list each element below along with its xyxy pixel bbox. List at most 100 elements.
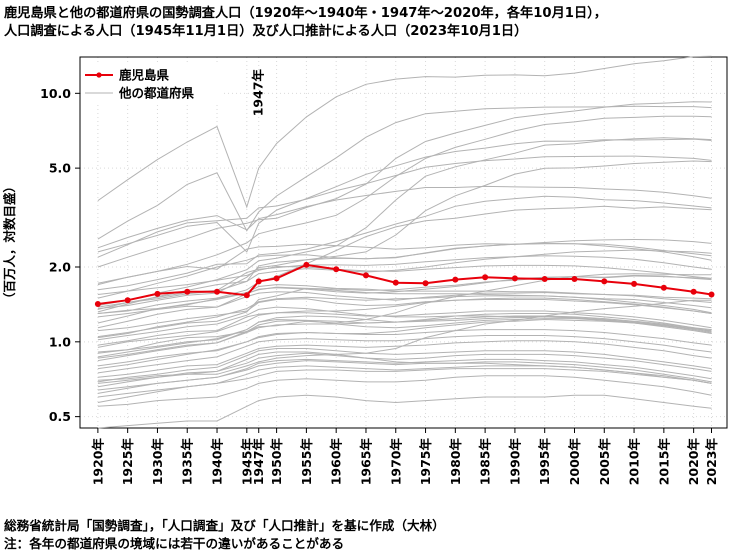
other-prefecture-line — [97, 299, 712, 381]
kagoshima-point — [255, 278, 262, 285]
plot-area-frame — [79, 56, 728, 429]
kagoshima-point — [333, 266, 340, 273]
x-tick-label: 1920年 — [90, 438, 105, 486]
other-prefecture-line — [97, 274, 712, 338]
legend-others-label: 他の都道府県 — [118, 86, 195, 101]
x-tick-label: 1925年 — [120, 438, 135, 486]
other-prefecture-line — [97, 242, 712, 284]
x-tick-label: 1995年 — [537, 438, 552, 486]
other-prefecture-line — [97, 335, 712, 374]
x-tick-label: 1980年 — [448, 438, 463, 486]
kagoshima-point — [273, 275, 280, 282]
kagoshima-point — [452, 276, 459, 283]
other-prefecture-line — [97, 295, 712, 339]
other-prefecture-line — [97, 101, 712, 268]
x-tick-label: 2020年 — [686, 438, 701, 486]
y-tick-label: 1.0 — [49, 334, 71, 349]
other-prefecture-line — [97, 185, 712, 249]
other-prefecture-line — [97, 318, 712, 370]
other-prefecture-line — [97, 315, 712, 358]
axes: 0.5 1.0 2.0 5.0 10.0 1920年 1925年 1930年 1935年 1940… — [40, 86, 719, 485]
x-tick-label: 1935年 — [180, 438, 195, 486]
chart-title-line-1: 鹿児島県と他の都道府県の国勢調査人口（1920年～1940年・1947年～202… — [4, 6, 607, 21]
other-prefecture-line — [97, 360, 712, 391]
kagoshima-point — [690, 288, 697, 295]
x-tick-label: 2005年 — [597, 438, 612, 486]
other-prefecture-line — [97, 205, 712, 314]
other-prefecture-line — [97, 286, 712, 314]
x-tick-label: 1985年 — [478, 438, 493, 486]
source-note: 総務省統計局「国勢調査」，「人口調査」及び「人口推計」を基に作成（大林） — [4, 518, 445, 533]
other-prefecture-line — [97, 155, 712, 258]
kagoshima-point — [362, 272, 369, 279]
kagoshima-point — [184, 288, 191, 295]
other-prefecture-line — [97, 138, 712, 253]
other-prefecture-line — [97, 368, 712, 403]
kagoshima-point — [243, 292, 250, 299]
x-tick-label: 1930年 — [150, 438, 165, 486]
other-prefecture-line — [97, 195, 712, 291]
kagoshima-series — [94, 261, 715, 307]
legend-kagoshima-marker — [96, 72, 102, 78]
other-prefecture-line — [97, 55, 712, 209]
x-tick-label: 1975年 — [418, 438, 433, 486]
x-tick-label: 1940年 — [210, 438, 225, 486]
legend: 鹿児島県 他の都道府県 — [83, 63, 223, 103]
kagoshima-point — [392, 279, 399, 286]
other-prefecture-line — [97, 310, 712, 348]
x-tick-label: 2000年 — [567, 438, 582, 486]
y-axis-label: （百万人，対数目盛） — [2, 180, 17, 305]
y-tick-label: 5.0 — [49, 161, 71, 176]
kagoshima-point — [482, 274, 489, 281]
kagoshima-point — [571, 275, 578, 282]
other-prefecture-line — [97, 394, 712, 429]
legend-kagoshima-label: 鹿児島県 — [119, 68, 170, 83]
legend-box — [83, 63, 223, 103]
other-prefecture-line — [97, 264, 712, 295]
annotation-1947: 1947年 — [251, 69, 266, 117]
other-prefecture-line — [97, 105, 712, 240]
kagoshima-point — [303, 261, 310, 268]
x-tick-label: 2023年 — [704, 438, 719, 486]
kagoshima-point — [541, 275, 548, 282]
x-tick-label: 1955年 — [299, 438, 314, 486]
other-prefecture-line — [97, 306, 712, 341]
chart-title-line-2: 人口調査による人口（1945年11月1日）及び人口推計による人口（2023年10… — [4, 24, 528, 39]
y-tick-label: 0.5 — [49, 409, 71, 424]
kagoshima-point — [154, 290, 161, 297]
other-prefecture-line — [97, 298, 712, 332]
kagoshima-point — [601, 278, 608, 285]
boundary-note: 注：各年の都道府県の境域には若干の違いがあることがある — [4, 536, 345, 551]
x-tick-label: 2010年 — [627, 438, 642, 486]
other-prefecture-line — [97, 340, 712, 378]
kagoshima-point — [124, 297, 131, 304]
kagoshima-point — [631, 280, 638, 287]
kagoshima-point — [422, 280, 429, 287]
other-prefecture-line — [97, 160, 712, 313]
other-prefecture-line — [97, 348, 712, 383]
other-prefectures-lines — [97, 55, 712, 429]
x-tick-label: 1970年 — [388, 438, 403, 486]
other-prefecture-line — [97, 273, 712, 354]
kagoshima-point — [708, 291, 715, 298]
other-prefecture-line — [97, 115, 712, 286]
other-prefecture-line — [97, 375, 712, 407]
x-tick-label: 1965年 — [358, 438, 373, 486]
other-prefecture-line — [97, 291, 712, 318]
x-tick-label: 1990年 — [507, 438, 522, 486]
kagoshima-point — [214, 288, 221, 295]
kagoshima-point — [511, 275, 518, 282]
kagoshima-point — [94, 300, 101, 307]
y-tick-label: 2.0 — [49, 260, 71, 275]
kagoshima-point — [660, 284, 667, 291]
x-tick-label: 2015年 — [656, 438, 671, 486]
y-tick-label: 10.0 — [40, 86, 71, 101]
x-tick-label: 1947年 — [251, 438, 266, 486]
x-tick-label: 1960年 — [329, 438, 344, 486]
x-tick-label: 1950年 — [269, 438, 284, 486]
other-prefecture-line — [97, 297, 712, 346]
other-prefecture-line — [97, 352, 712, 384]
other-prefecture-line — [97, 238, 712, 310]
x-tick-label: 1945年 — [239, 438, 254, 486]
